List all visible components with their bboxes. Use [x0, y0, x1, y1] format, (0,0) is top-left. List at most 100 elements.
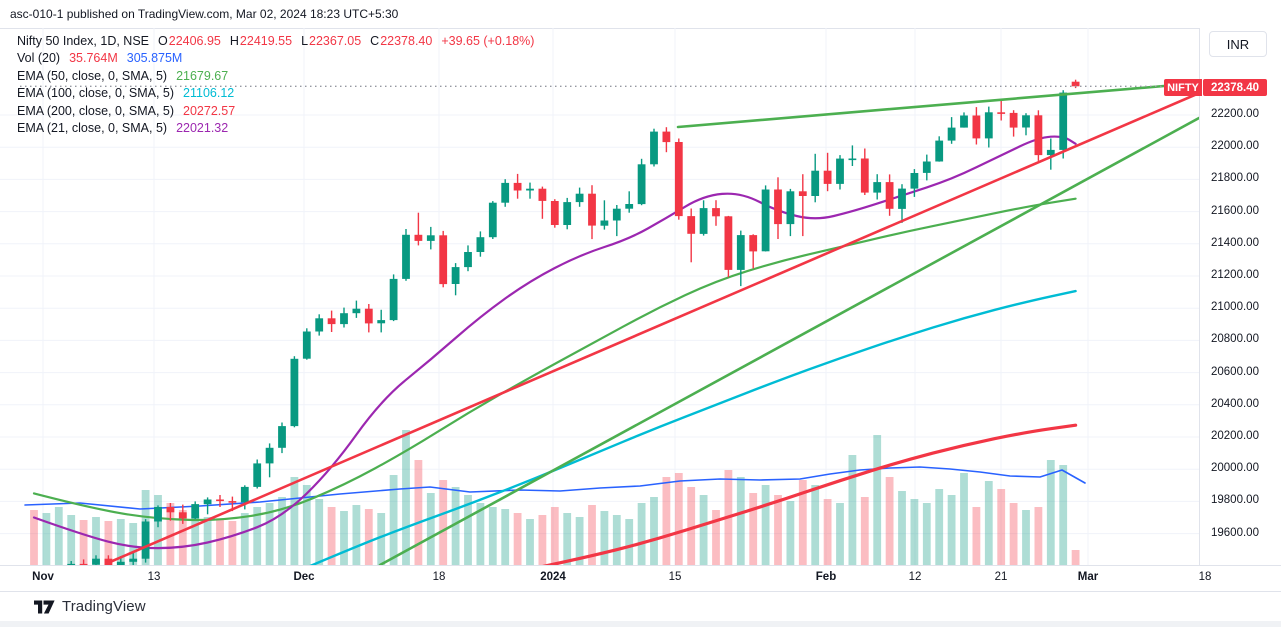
- legend-row-indicator[interactable]: EMA (21, close, 0, SMA, 5) 22021.32: [17, 120, 534, 137]
- candle: [1071, 81, 1080, 87]
- volume-bar: [786, 501, 795, 565]
- candle: [811, 170, 820, 196]
- volume-bar: [240, 513, 249, 565]
- volume-bar: [898, 491, 906, 565]
- volume-bar: [340, 511, 348, 565]
- volume-bar: [315, 499, 324, 565]
- candle: [290, 358, 299, 427]
- time-tick-label: 21: [994, 571, 1008, 583]
- volume-ma-line: [24, 466, 1086, 510]
- candle: [650, 131, 658, 165]
- candle: [873, 182, 882, 193]
- candle: [253, 463, 262, 487]
- volume-bar: [129, 523, 138, 565]
- candle: [513, 182, 522, 191]
- ohlc-key: L: [301, 34, 309, 48]
- volume-bar: [364, 509, 373, 565]
- price-tick-label: 21200.00: [1211, 269, 1259, 281]
- candle: [600, 220, 609, 226]
- volume-bar: [377, 513, 386, 565]
- candle: [104, 558, 113, 565]
- trendline: [676, 84, 1166, 129]
- volume-bar: [191, 515, 200, 565]
- price-tick-label: 20600.00: [1211, 365, 1259, 378]
- volume-bar: [984, 481, 993, 565]
- volume-bar: [712, 510, 720, 565]
- volume-bar: [836, 503, 844, 565]
- volume-bar: [922, 503, 931, 565]
- indicator-label: EMA (50, close, 0, SMA, 5): [17, 68, 168, 83]
- price-axis-separator: [1199, 28, 1200, 591]
- volume-bar: [488, 507, 497, 565]
- volume-bar: [389, 475, 398, 565]
- volume-bar: [997, 489, 1006, 565]
- legend-row-indicator[interactable]: EMA (100, close, 0, SMA, 5) 21106.12: [17, 85, 534, 102]
- currency-button[interactable]: INR: [1209, 31, 1267, 57]
- volume-bar: [352, 505, 361, 565]
- tradingview-brand-link[interactable]: TradingView: [34, 598, 146, 615]
- legend-row-indicator[interactable]: EMA (200, close, 0, SMA, 5) 20272.57: [17, 103, 534, 120]
- candle: [823, 170, 832, 184]
- chart-frame-top-border: [0, 28, 1281, 29]
- time-tick-label: 15: [668, 571, 682, 583]
- indicator-value: 305.875M: [126, 51, 183, 66]
- ohlc-value: 22378.40: [380, 34, 433, 48]
- legend-row-indicator[interactable]: Vol (20) 35.764M 305.875M: [17, 50, 534, 67]
- time-axis[interactable]: Nov 13 Dec 18 2024 15 Feb 12 21 Mar 18: [0, 566, 1213, 591]
- volume-bar: [736, 477, 745, 565]
- bottom-strip: [0, 621, 1281, 627]
- candle: [476, 237, 485, 252]
- chart-frame-bottom-border: [0, 591, 1281, 592]
- candle: [898, 188, 906, 209]
- indicator-value: 21106.12: [183, 86, 235, 101]
- price-tick-label: 22000.00: [1211, 140, 1259, 153]
- time-tick-label: 12: [908, 571, 922, 583]
- volume-bar: [216, 520, 224, 565]
- volume-bar: [402, 430, 410, 565]
- volume-bar: [1059, 465, 1068, 565]
- ema-21-line: [32, 135, 1077, 550]
- volume-bar: [154, 495, 162, 565]
- candle: [501, 182, 510, 203]
- volume-bar: [550, 507, 559, 565]
- volume-bar: [79, 520, 88, 565]
- candle: [402, 234, 410, 279]
- volume-bar: [526, 519, 534, 565]
- indicator-value: 20272.57: [183, 103, 236, 118]
- volume-bar: [823, 499, 832, 565]
- ohlc-value: 22406.95: [168, 34, 221, 48]
- candle: [340, 313, 348, 325]
- candle: [774, 189, 782, 225]
- volume-bar: [625, 519, 634, 565]
- time-tick-label: 18: [1198, 571, 1212, 583]
- volume-bar: [228, 521, 237, 565]
- volume-bar: [166, 503, 175, 565]
- volume-bar: [501, 509, 510, 565]
- price-axis[interactable]: 22200.00 22000.00 21800.00 21600.00 21400.00…: [1200, 28, 1281, 565]
- time-tick-label: Feb: [815, 571, 837, 583]
- legend-row-indicator[interactable]: EMA (50, close, 0, SMA, 5) 21679.67: [17, 68, 534, 85]
- volume-bar: [972, 507, 981, 565]
- candle: [451, 267, 460, 284]
- candle: [526, 188, 534, 191]
- legend-row-symbol[interactable]: Nifty 50 Index, 1D, NSE O22406.95 H22419.5…: [17, 33, 534, 50]
- candle: [389, 278, 398, 321]
- candle: [488, 202, 497, 238]
- volume-bar: [674, 473, 683, 565]
- candle: [426, 235, 435, 241]
- indicator-label: EMA (21, close, 0, SMA, 5): [17, 120, 168, 135]
- volume-bar: [761, 485, 770, 565]
- indicator-value: 21679.67: [176, 68, 229, 83]
- candle: [860, 158, 869, 193]
- volume-bar: [426, 493, 435, 565]
- volume-bar: [104, 521, 113, 565]
- ema-200-line: [542, 423, 1078, 565]
- volume-bar: [439, 480, 448, 565]
- ohlc-value: 22367.05: [309, 34, 362, 48]
- symbol-title: Nifty 50 Index, 1D, NSE: [17, 34, 150, 48]
- volume-bar: [687, 487, 696, 565]
- candle: [712, 208, 720, 217]
- volume-bar: [1046, 460, 1055, 565]
